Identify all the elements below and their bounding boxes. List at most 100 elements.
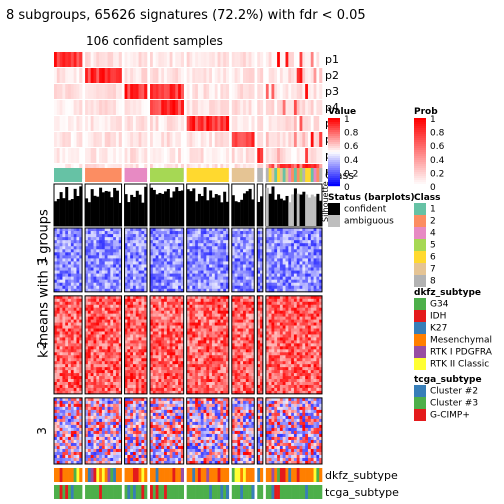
heatmap-cell (79, 313, 83, 317)
heatmap-cell (175, 328, 179, 332)
heatmap-cell (87, 361, 91, 365)
heatmap-cell (166, 301, 170, 306)
prob-cell (310, 148, 314, 163)
heatmap-cell (214, 258, 218, 262)
heatmap-cell (257, 352, 261, 356)
heatmap-cell (225, 307, 230, 311)
heatmap-cell (166, 307, 170, 311)
heatmap-cell (138, 364, 142, 368)
class-cell (319, 168, 323, 182)
heatmap-cell (101, 316, 106, 320)
heatmap-cell (127, 240, 131, 244)
heatmap-cell (110, 231, 114, 235)
prob-cell (268, 68, 272, 83)
heatmap-cell (135, 355, 139, 359)
heatmap-cell (231, 343, 235, 347)
heatmap-cell (124, 384, 128, 389)
heatmap-cell (70, 255, 74, 259)
heatmap-cell (319, 261, 323, 265)
heatmap-cell (113, 373, 117, 377)
prob-cell (214, 148, 218, 163)
heatmap-cell (113, 285, 117, 290)
heatmap-cell (54, 322, 58, 326)
heatmap-cell (316, 231, 320, 235)
heatmap-cell (307, 261, 312, 265)
heatmap-cell (197, 328, 202, 332)
heatmap-cell (62, 301, 66, 306)
heatmap-cell (56, 376, 60, 380)
heatmap-cell (231, 288, 235, 293)
heatmap-cell (68, 310, 72, 314)
heatmap-cell (85, 337, 89, 341)
heatmap-cell (54, 270, 58, 274)
heatmap-cell (234, 228, 238, 232)
prob-cell (220, 84, 224, 99)
heatmap-cell (240, 334, 244, 338)
heatmap-cell (225, 252, 230, 256)
heatmap-cell (135, 237, 139, 241)
heatmap-cell (144, 322, 148, 326)
prob-cell (282, 132, 286, 147)
heatmap-cell (118, 273, 122, 277)
heatmap-cell (293, 234, 298, 238)
prob-cell (316, 68, 320, 83)
heatmap-cell (96, 243, 100, 247)
heatmap-cell (175, 234, 179, 238)
heatmap-cell (195, 252, 199, 256)
heatmap-cell (85, 279, 89, 284)
heatmap-cell (110, 331, 114, 335)
prob-cell (268, 100, 272, 115)
heatmap-cell (197, 237, 202, 241)
heatmap-cell (180, 313, 184, 317)
heatmap-cell (124, 381, 128, 386)
heatmap-cell (169, 279, 173, 284)
heatmap-cell (132, 352, 137, 356)
heatmap-cell (211, 334, 216, 338)
heatmap-cell (231, 370, 235, 374)
heatmap-cell (180, 267, 184, 271)
heatmap-cell (291, 279, 295, 284)
heatmap-cell (231, 270, 235, 274)
heatmap-cell (206, 243, 210, 247)
heatmap-cell (257, 355, 261, 359)
heatmap-cell (158, 255, 162, 259)
heatmap-cell (209, 267, 213, 271)
heatmap-cell (130, 298, 134, 303)
heatmap-cell (178, 228, 182, 232)
heatmap-cell (70, 384, 74, 389)
prob-cell (118, 132, 122, 147)
class-cell (316, 168, 320, 182)
heatmap-cell (161, 258, 165, 262)
prob-cell (203, 84, 207, 99)
heatmap-cell (209, 252, 213, 256)
heatmap-cell (220, 249, 224, 253)
heatmap-cell (319, 279, 323, 284)
heatmap-cell (124, 379, 128, 383)
heatmap-cell (237, 301, 241, 306)
heatmap-cell (200, 310, 204, 314)
heatmap-cell (158, 373, 162, 377)
heatmap-cell (220, 264, 224, 268)
heatmap-cell (203, 316, 207, 320)
heatmap-cell (132, 267, 137, 271)
heatmap-cell (79, 387, 83, 392)
heatmap-cell (206, 379, 210, 383)
heatmap-cell (87, 234, 91, 238)
heatmap-cell (56, 276, 60, 280)
heatmap-cell (76, 261, 80, 265)
prob-cell (172, 84, 176, 99)
prob-cell (279, 68, 284, 83)
silhouette-bar (104, 190, 108, 226)
heatmap-cell (203, 387, 207, 392)
heatmap-cell (135, 376, 139, 380)
heatmap-cell (248, 390, 252, 395)
heatmap-cell (178, 270, 182, 274)
heatmap-cell (251, 355, 255, 359)
heatmap-cell (155, 261, 159, 265)
heatmap-cell (209, 364, 213, 368)
heatmap-cell (203, 301, 207, 306)
prob-cell (178, 132, 182, 147)
heatmap-cell (293, 298, 298, 303)
silhouette-bar (161, 193, 165, 226)
heatmap-cell (110, 301, 114, 306)
